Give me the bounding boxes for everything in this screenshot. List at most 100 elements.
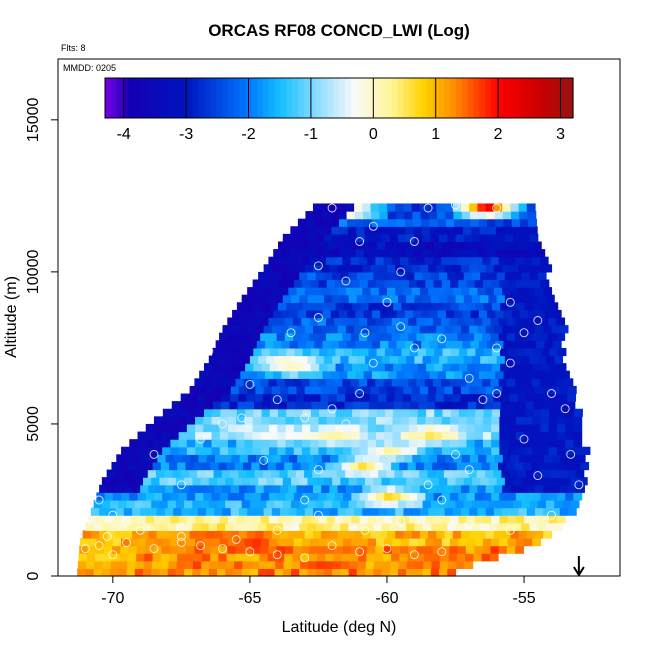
heatmap-cell xyxy=(376,537,385,547)
heatmap-cell xyxy=(164,530,174,539)
heatmap-cell xyxy=(371,454,381,463)
colorbar-segment xyxy=(426,78,434,118)
heatmap-cell xyxy=(274,271,284,281)
heatmap-cell xyxy=(153,431,163,440)
heatmap-cell xyxy=(338,211,348,220)
heatmap-cell xyxy=(218,553,228,562)
heatmap-cell xyxy=(489,461,499,471)
heatmap-cell xyxy=(315,499,325,509)
heatmap-cell xyxy=(515,431,525,440)
heatmap-cell xyxy=(272,454,282,463)
heatmap-cell xyxy=(498,317,508,326)
heatmap-cell xyxy=(516,347,526,357)
heatmap-cell xyxy=(548,378,557,387)
heatmap-cell xyxy=(306,340,315,349)
heatmap-cell xyxy=(267,461,277,471)
heatmap-cell xyxy=(225,477,235,486)
heatmap-cell xyxy=(499,279,509,288)
heatmap-cell xyxy=(548,439,558,448)
heatmap-cell xyxy=(310,423,320,433)
heatmap-cell xyxy=(506,378,516,387)
heatmap-cell xyxy=(406,560,416,569)
heatmap-cell xyxy=(101,522,111,531)
heatmap-cell xyxy=(123,469,132,478)
heatmap-cell xyxy=(249,499,259,509)
heatmap-cell xyxy=(382,461,392,471)
heatmap-cell xyxy=(499,446,509,455)
heatmap-cell xyxy=(499,515,509,524)
heatmap-cell xyxy=(507,416,517,425)
flight-point xyxy=(86,480,96,490)
heatmap-cell xyxy=(339,218,348,227)
heatmap-cell xyxy=(178,423,188,433)
heatmap-cell xyxy=(469,287,479,296)
heatmap-cell xyxy=(484,469,494,478)
heatmap-cell xyxy=(351,439,361,448)
heatmap-cell xyxy=(249,568,259,577)
heatmap-cell xyxy=(301,416,311,425)
heatmap-cell xyxy=(156,530,166,539)
heatmap-cell xyxy=(350,378,360,387)
heatmap-cell xyxy=(376,446,385,455)
heatmap-cell xyxy=(271,393,280,402)
heatmap-cell xyxy=(153,416,163,425)
heatmap-cell xyxy=(463,499,473,509)
heatmap-cell xyxy=(343,446,352,455)
heatmap-cell xyxy=(260,515,270,524)
heatmap-cell xyxy=(254,393,264,402)
heatmap-cell xyxy=(424,317,434,326)
y-tick-label: 10000 xyxy=(25,250,42,295)
heatmap-cell xyxy=(129,492,139,501)
heatmap-cell xyxy=(284,317,294,326)
heatmap-cell xyxy=(238,469,248,478)
heatmap-cell xyxy=(391,378,401,387)
heatmap-cell xyxy=(566,401,576,410)
heatmap-cell xyxy=(258,568,267,577)
heatmap-cell xyxy=(491,446,500,455)
heatmap-cell xyxy=(326,492,336,501)
heatmap-cell xyxy=(486,211,496,220)
heatmap-cell xyxy=(217,499,226,509)
heatmap-cell xyxy=(332,294,341,303)
heatmap-cell xyxy=(184,568,193,577)
heatmap-cell xyxy=(467,363,476,372)
heatmap-cell xyxy=(308,553,318,562)
heatmap-cell xyxy=(432,461,442,471)
heatmap-cell xyxy=(323,271,333,281)
heatmap-cell xyxy=(274,477,284,486)
heatmap-cell xyxy=(340,477,350,486)
heatmap-cell xyxy=(482,439,492,448)
heatmap-cell xyxy=(503,309,513,319)
arrow-head xyxy=(573,566,585,577)
heatmap-cell xyxy=(529,355,539,364)
heatmap-cell xyxy=(296,287,306,296)
heatmap-cell xyxy=(482,416,492,425)
heatmap-cell xyxy=(219,492,229,501)
heatmap-cell xyxy=(345,530,355,539)
heatmap-cell xyxy=(136,553,145,562)
heatmap-cell xyxy=(392,431,402,440)
heatmap-cell xyxy=(294,363,304,372)
heatmap-cell xyxy=(269,302,279,311)
heatmap-cell xyxy=(473,461,483,471)
heatmap-cell xyxy=(358,332,368,341)
heatmap-cell xyxy=(251,461,261,471)
heatmap-cell xyxy=(271,484,281,493)
heatmap-cell xyxy=(229,401,239,410)
heatmap-cell xyxy=(278,363,287,372)
heatmap-cell xyxy=(410,401,420,410)
colorbar-segment xyxy=(216,78,223,118)
heatmap-cell xyxy=(222,530,232,539)
heatmap-cell xyxy=(392,279,402,288)
heatmap-cell xyxy=(378,530,388,539)
heatmap-cell xyxy=(540,492,550,501)
heatmap-cell xyxy=(389,568,399,577)
heatmap-cell xyxy=(186,545,195,554)
heatmap-cell xyxy=(162,423,171,433)
heatmap-cell xyxy=(478,309,488,319)
heatmap-cell xyxy=(423,461,433,471)
heatmap-cell xyxy=(332,477,341,486)
heatmap-cell xyxy=(466,492,476,501)
heatmap-cell xyxy=(318,431,328,440)
heatmap-cell xyxy=(408,317,418,326)
